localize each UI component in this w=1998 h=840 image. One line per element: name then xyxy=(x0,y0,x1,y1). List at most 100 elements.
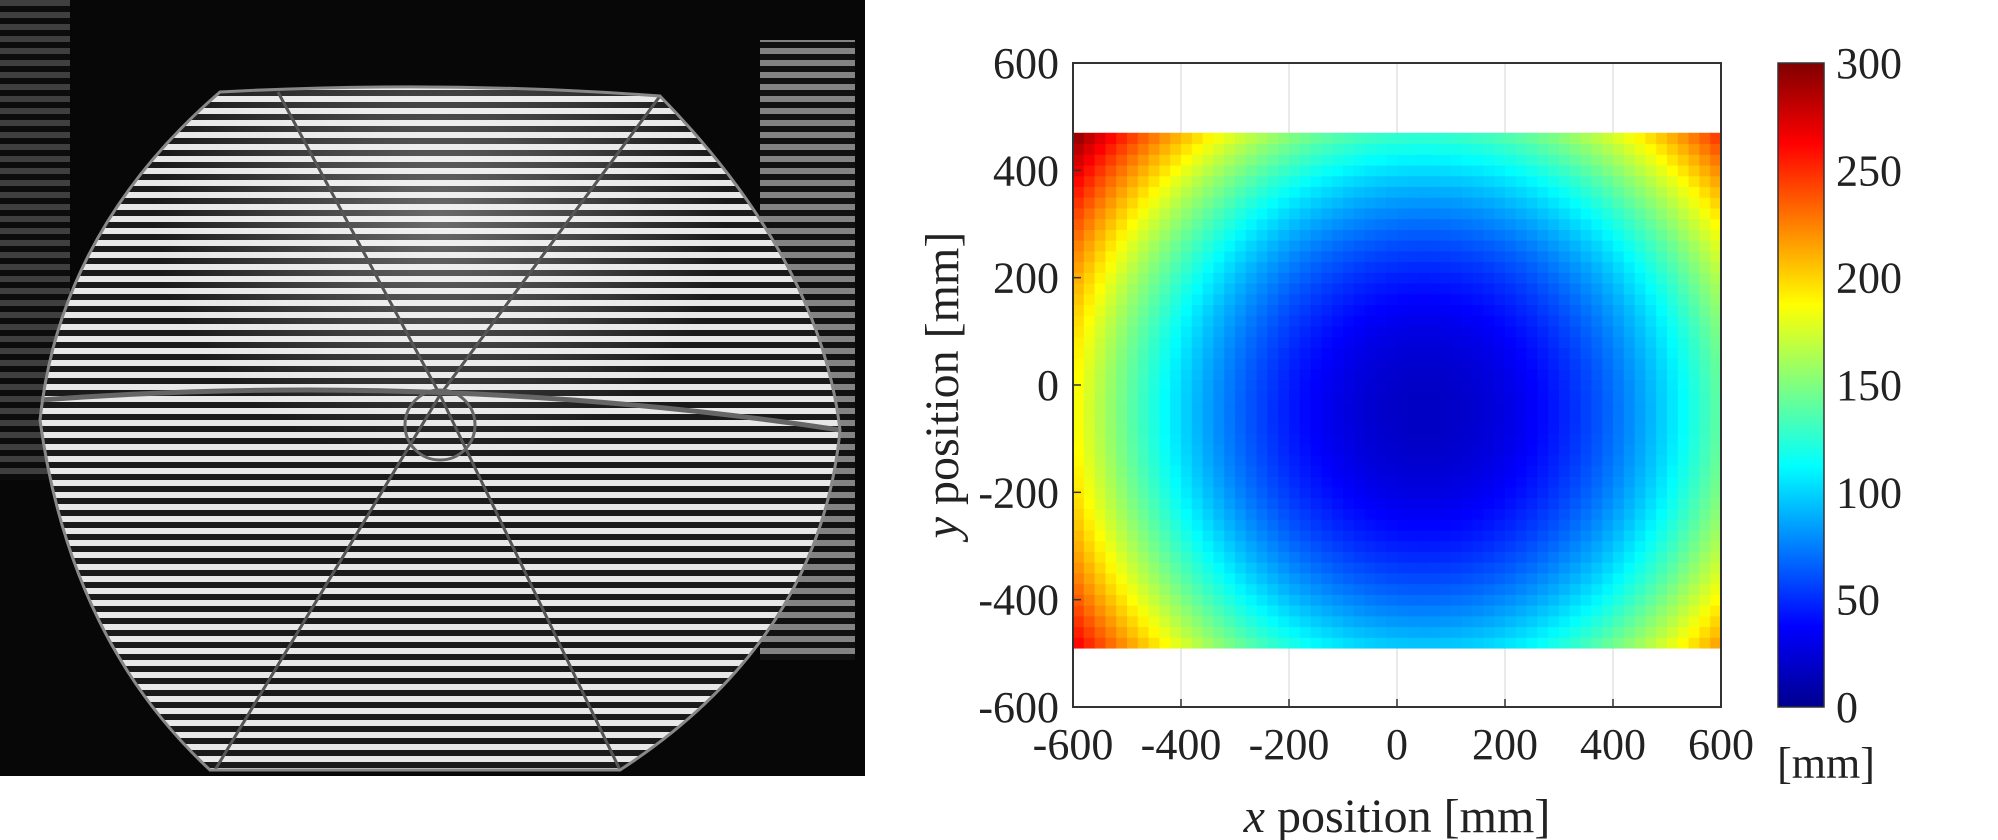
heatmap-cell xyxy=(1505,637,1517,649)
heatmap-cell xyxy=(1559,422,1571,434)
heatmap-cell xyxy=(1159,444,1171,456)
heatmap-cell xyxy=(1440,422,1452,434)
fringe-photo-group xyxy=(0,0,855,772)
heatmap-cell xyxy=(1645,390,1657,402)
heatmap-cell xyxy=(1613,454,1625,467)
heatmap-cell xyxy=(1505,336,1517,349)
heatmap-cell xyxy=(1515,164,1528,177)
heatmap-cell xyxy=(1526,465,1538,477)
heatmap-cell xyxy=(1191,519,1204,531)
heatmap-cell xyxy=(1483,197,1495,209)
heatmap-cell xyxy=(1289,594,1301,606)
heatmap-cell xyxy=(1343,261,1355,273)
heatmap-cell xyxy=(1202,529,1214,542)
heatmap-cell xyxy=(1148,615,1160,628)
heatmap-cell xyxy=(1677,626,1690,638)
heatmap-cell xyxy=(1505,293,1517,306)
heatmap-cell xyxy=(1245,283,1258,295)
heatmap-cell xyxy=(1397,529,1409,542)
heatmap-cell xyxy=(1397,401,1409,413)
heatmap-cell xyxy=(1299,175,1312,188)
heatmap-cell xyxy=(1105,207,1117,220)
heatmap-cell xyxy=(1289,465,1301,477)
heatmap-cell xyxy=(1407,154,1420,166)
heatmap-cell xyxy=(1440,347,1452,359)
heatmap-cell xyxy=(1623,637,1636,649)
heatmap-cell xyxy=(1688,465,1700,477)
heatmap-cell xyxy=(1494,304,1506,316)
heatmap-cell xyxy=(1364,132,1376,145)
heatmap-cell xyxy=(1537,143,1549,155)
heatmap-cell xyxy=(1699,325,1711,338)
heatmap-cell xyxy=(1472,197,1484,209)
heatmap-cell xyxy=(1159,186,1171,198)
heatmap-cell xyxy=(1343,240,1355,252)
heatmap-cell xyxy=(1688,368,1700,381)
heatmap-cell xyxy=(1105,197,1117,209)
heatmap-cell xyxy=(1245,615,1258,628)
heatmap-cell xyxy=(1548,615,1560,628)
heatmap-cell xyxy=(1245,358,1258,370)
heatmap-cell xyxy=(1429,390,1441,402)
heatmap-cell xyxy=(1645,336,1657,349)
heatmap-cell xyxy=(1559,583,1571,595)
heatmap-cell xyxy=(1181,486,1193,499)
heatmap-cell xyxy=(1407,626,1420,638)
heatmap-cell xyxy=(1472,293,1484,306)
heatmap-cell xyxy=(1667,562,1679,574)
heatmap-cell xyxy=(1407,186,1420,198)
heatmap-cell xyxy=(1278,325,1290,338)
heatmap-cell xyxy=(1202,164,1214,177)
heatmap-cell xyxy=(1656,401,1668,413)
heatmap-cell xyxy=(1537,508,1549,520)
heatmap-cell xyxy=(1213,347,1225,359)
heatmap-cell xyxy=(1407,347,1420,359)
heatmap-cell xyxy=(1548,358,1560,370)
heatmap-cell xyxy=(1105,368,1117,381)
heatmap-cell xyxy=(1386,293,1398,306)
heatmap-cell xyxy=(1332,637,1344,649)
heatmap-cell xyxy=(1073,175,1085,188)
heatmap-cell xyxy=(1677,272,1690,284)
heatmap-cell xyxy=(1699,293,1711,306)
heatmap-cell xyxy=(1699,551,1711,563)
heatmap-cell xyxy=(1245,143,1258,155)
heatmap-cell xyxy=(1429,605,1441,617)
heatmap-cell xyxy=(1559,229,1571,241)
heatmap-cell xyxy=(1677,304,1690,316)
heatmap-cell xyxy=(1094,358,1106,370)
heatmap-cell xyxy=(1310,272,1322,284)
heatmap-cell xyxy=(1472,508,1484,520)
heatmap-cell xyxy=(1602,240,1614,252)
heatmap-cell xyxy=(1548,304,1560,316)
heatmap-cell xyxy=(1191,336,1204,349)
heatmap-cell xyxy=(1073,390,1085,402)
heatmap-cell xyxy=(1613,325,1625,338)
heatmap-cell xyxy=(1634,315,1646,327)
heatmap-cell xyxy=(1353,240,1366,252)
heatmap-cell xyxy=(1105,637,1117,649)
heatmap-cell xyxy=(1289,283,1301,295)
heatmap-cell xyxy=(1375,476,1387,488)
heatmap-cell xyxy=(1688,519,1700,531)
heatmap-cell xyxy=(1461,401,1474,413)
heatmap-cell xyxy=(1137,637,1150,649)
heatmap-cell xyxy=(1137,454,1150,467)
heatmap-cell xyxy=(1526,562,1538,574)
heatmap-cell xyxy=(1083,272,1096,284)
heatmap-cell xyxy=(1656,551,1668,563)
heatmap-cell xyxy=(1559,508,1571,520)
heatmap-cell xyxy=(1375,164,1387,177)
heatmap-cell xyxy=(1170,540,1182,552)
heatmap-cell xyxy=(1397,594,1409,606)
heatmap-cell xyxy=(1688,229,1700,241)
heatmap-cell xyxy=(1289,529,1301,542)
heatmap-cell xyxy=(1591,551,1603,563)
heatmap-cell xyxy=(1688,551,1700,563)
heatmap-cell xyxy=(1580,283,1592,295)
heatmap-cell xyxy=(1494,218,1506,230)
heatmap-cell xyxy=(1137,508,1150,520)
heatmap-cell xyxy=(1472,497,1484,510)
heatmap-cell xyxy=(1181,250,1193,263)
heatmap-cell xyxy=(1116,562,1128,574)
